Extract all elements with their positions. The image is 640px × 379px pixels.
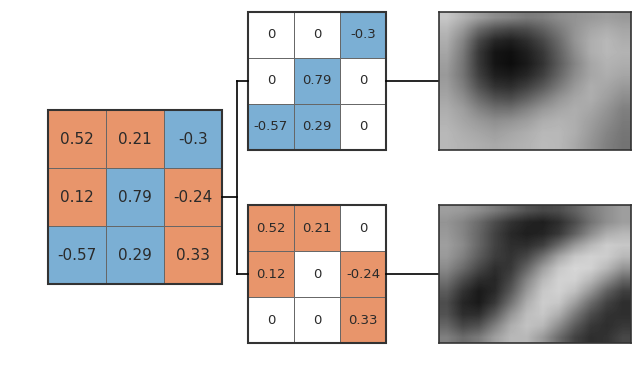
- Bar: [294, 58, 340, 104]
- Bar: [164, 110, 222, 168]
- Text: 0.52: 0.52: [256, 221, 285, 235]
- Text: 0: 0: [267, 313, 275, 326]
- Bar: [340, 12, 386, 58]
- Bar: [294, 205, 340, 251]
- Text: 0.29: 0.29: [118, 247, 152, 263]
- Text: -0.57: -0.57: [254, 121, 288, 133]
- Bar: [248, 104, 294, 150]
- Text: -0.3: -0.3: [350, 28, 376, 41]
- Text: 0: 0: [267, 28, 275, 41]
- Bar: [48, 226, 106, 284]
- Text: -0.3: -0.3: [178, 132, 208, 147]
- Bar: [294, 12, 340, 58]
- Text: 0: 0: [359, 121, 367, 133]
- Text: 0: 0: [313, 268, 321, 280]
- Text: 0.29: 0.29: [302, 121, 332, 133]
- Bar: [164, 226, 222, 284]
- Bar: [106, 226, 164, 284]
- Bar: [340, 104, 386, 150]
- Bar: [294, 297, 340, 343]
- Bar: [248, 58, 294, 104]
- Bar: [248, 251, 294, 297]
- Text: 0.52: 0.52: [60, 132, 94, 147]
- Text: 0.12: 0.12: [60, 190, 94, 205]
- Bar: [294, 104, 340, 150]
- Bar: [106, 168, 164, 226]
- Bar: [340, 297, 386, 343]
- Text: 0.21: 0.21: [118, 132, 152, 147]
- Bar: [248, 297, 294, 343]
- Text: -0.24: -0.24: [346, 268, 380, 280]
- Bar: [340, 251, 386, 297]
- Text: 0.79: 0.79: [302, 75, 332, 88]
- Bar: [294, 251, 340, 297]
- Bar: [164, 168, 222, 226]
- Bar: [248, 205, 294, 251]
- Bar: [248, 12, 294, 58]
- Text: 0.12: 0.12: [256, 268, 285, 280]
- Text: -0.57: -0.57: [58, 247, 97, 263]
- Text: 0.21: 0.21: [302, 221, 332, 235]
- Bar: [248, 205, 386, 343]
- Text: 0: 0: [359, 221, 367, 235]
- Bar: [106, 110, 164, 168]
- Bar: [48, 110, 222, 284]
- Text: 0: 0: [313, 28, 321, 41]
- Text: 0: 0: [359, 75, 367, 88]
- Text: 0.33: 0.33: [176, 247, 210, 263]
- Text: -0.24: -0.24: [173, 190, 212, 205]
- Bar: [48, 168, 106, 226]
- Text: 0.33: 0.33: [348, 313, 378, 326]
- Bar: [340, 58, 386, 104]
- Text: 0.79: 0.79: [118, 190, 152, 205]
- Bar: [340, 205, 386, 251]
- Bar: [248, 12, 386, 150]
- Bar: [48, 110, 106, 168]
- Text: 0: 0: [313, 313, 321, 326]
- Text: 0: 0: [267, 75, 275, 88]
